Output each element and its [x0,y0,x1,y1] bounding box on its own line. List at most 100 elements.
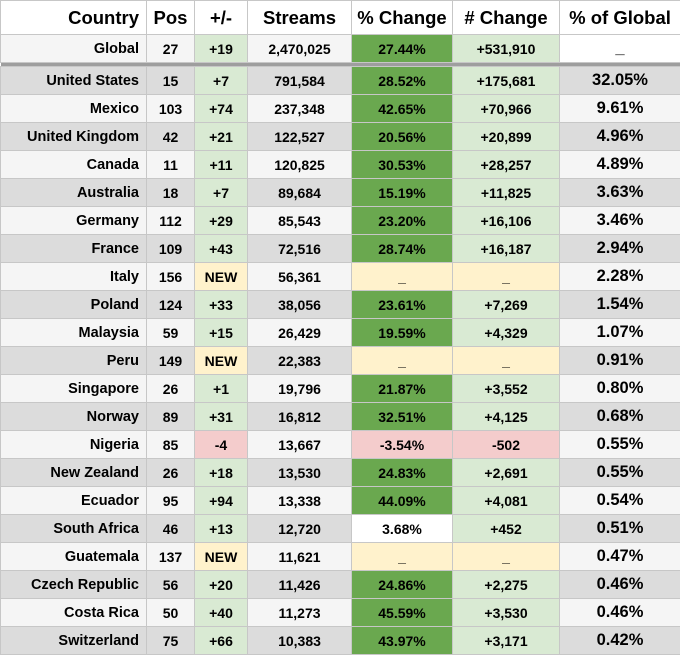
cell-streams[interactable]: 11,621 [247,542,352,571]
cell-move[interactable]: +74 [194,94,248,123]
cell-num-change[interactable]: +2,275 [452,570,560,599]
cell-streams[interactable]: 13,530 [247,458,352,487]
cell-pos[interactable]: 124 [146,290,195,319]
cell-country[interactable]: Ecuador [0,486,147,515]
cell-country[interactable]: South Africa [0,514,147,543]
cell-move[interactable]: +7 [194,66,248,95]
cell-pct-global[interactable]: 3.63% [559,178,680,207]
cell-pct-global[interactable]: _ [559,34,680,63]
cell-pos[interactable]: 26 [146,458,195,487]
cell-move[interactable]: +29 [194,206,248,235]
cell-move[interactable]: +7 [194,178,248,207]
header-pos[interactable]: Pos [146,0,195,35]
cell-num-change[interactable]: +3,552 [452,374,560,403]
cell-pct-change[interactable]: 19.59% [351,318,453,347]
cell-pct-change[interactable]: 32.51% [351,402,453,431]
cell-country[interactable]: Malaysia [0,318,147,347]
cell-num-change[interactable]: _ [452,262,560,291]
cell-streams[interactable]: 11,273 [247,598,352,627]
cell-country[interactable]: Mexico [0,94,147,123]
header-country[interactable]: Country [0,0,147,35]
cell-move[interactable]: +66 [194,626,248,655]
cell-country[interactable]: United States [0,66,147,95]
cell-pos[interactable]: 109 [146,234,195,263]
cell-pct-global[interactable]: 0.46% [559,570,680,599]
cell-country[interactable]: Norway [0,402,147,431]
cell-pct-global[interactable]: 2.94% [559,234,680,263]
cell-move[interactable]: +1 [194,374,248,403]
cell-country[interactable]: France [0,234,147,263]
cell-pct-change[interactable]: _ [351,542,453,571]
cell-country[interactable]: Italy [0,262,147,291]
cell-move[interactable]: +20 [194,570,248,599]
cell-move[interactable]: +21 [194,122,248,151]
cell-move[interactable]: NEW [194,346,248,375]
cell-pct-global[interactable]: 4.89% [559,150,680,179]
cell-country[interactable]: New Zealand [0,458,147,487]
cell-num-change[interactable]: +175,681 [452,66,560,95]
cell-pos[interactable]: 11 [146,150,195,179]
cell-pct-global[interactable]: 0.51% [559,514,680,543]
cell-country[interactable]: Guatemala [0,542,147,571]
cell-num-change[interactable]: _ [452,542,560,571]
cell-pos[interactable]: 95 [146,486,195,515]
cell-streams[interactable]: 26,429 [247,318,352,347]
cell-pct-global[interactable]: 0.42% [559,626,680,655]
cell-pos[interactable]: 137 [146,542,195,571]
cell-move[interactable]: +43 [194,234,248,263]
cell-pct-global[interactable]: 0.55% [559,430,680,459]
cell-num-change[interactable]: +3,171 [452,626,560,655]
cell-num-change[interactable]: _ [452,346,560,375]
cell-streams[interactable]: 16,812 [247,402,352,431]
cell-pos[interactable]: 15 [146,66,195,95]
cell-num-change[interactable]: +531,910 [452,34,560,63]
cell-streams[interactable]: 19,796 [247,374,352,403]
cell-move[interactable]: +31 [194,402,248,431]
cell-pct-global[interactable]: 32.05% [559,66,680,95]
cell-country[interactable]: Nigeria [0,430,147,459]
cell-streams[interactable]: 120,825 [247,150,352,179]
cell-num-change[interactable]: +4,081 [452,486,560,515]
cell-pct-change[interactable]: 15.19% [351,178,453,207]
cell-pct-global[interactable]: 0.47% [559,542,680,571]
cell-move[interactable]: +94 [194,486,248,515]
cell-country[interactable]: Germany [0,206,147,235]
cell-move[interactable]: +33 [194,290,248,319]
cell-pct-change[interactable]: 24.86% [351,570,453,599]
cell-pct-global[interactable]: 3.46% [559,206,680,235]
cell-pct-change[interactable]: 27.44% [351,34,453,63]
cell-country[interactable]: United Kingdom [0,122,147,151]
cell-pos[interactable]: 56 [146,570,195,599]
cell-pct-change[interactable]: 43.97% [351,626,453,655]
header-pct-change[interactable]: % Change [351,0,453,35]
cell-pos[interactable]: 112 [146,206,195,235]
cell-country[interactable]: Poland [0,290,147,319]
cell-country[interactable]: Canada [0,150,147,179]
cell-num-change[interactable]: +2,691 [452,458,560,487]
cell-pct-change[interactable]: 24.83% [351,458,453,487]
cell-streams[interactable]: 85,543 [247,206,352,235]
cell-pct-change[interactable]: 3.68% [351,514,453,543]
cell-pos[interactable]: 59 [146,318,195,347]
cell-num-change[interactable]: +20,899 [452,122,560,151]
cell-move[interactable]: +19 [194,34,248,63]
cell-streams[interactable]: 791,584 [247,66,352,95]
cell-num-change[interactable]: +11,825 [452,178,560,207]
cell-pos[interactable]: 85 [146,430,195,459]
cell-pct-global[interactable]: 0.54% [559,486,680,515]
cell-country[interactable]: Global [0,34,147,63]
cell-country[interactable]: Peru [0,346,147,375]
cell-pos[interactable]: 27 [146,34,195,63]
cell-streams[interactable]: 56,361 [247,262,352,291]
cell-pct-global[interactable]: 4.96% [559,122,680,151]
cell-pct-global[interactable]: 0.80% [559,374,680,403]
cell-streams[interactable]: 22,383 [247,346,352,375]
cell-country[interactable]: Costa Rica [0,598,147,627]
cell-pct-global[interactable]: 9.61% [559,94,680,123]
cell-pct-change[interactable]: _ [351,262,453,291]
cell-pos[interactable]: 75 [146,626,195,655]
cell-num-change[interactable]: +16,106 [452,206,560,235]
cell-pct-change[interactable]: 45.59% [351,598,453,627]
cell-num-change[interactable]: +16,187 [452,234,560,263]
cell-pos[interactable]: 46 [146,514,195,543]
